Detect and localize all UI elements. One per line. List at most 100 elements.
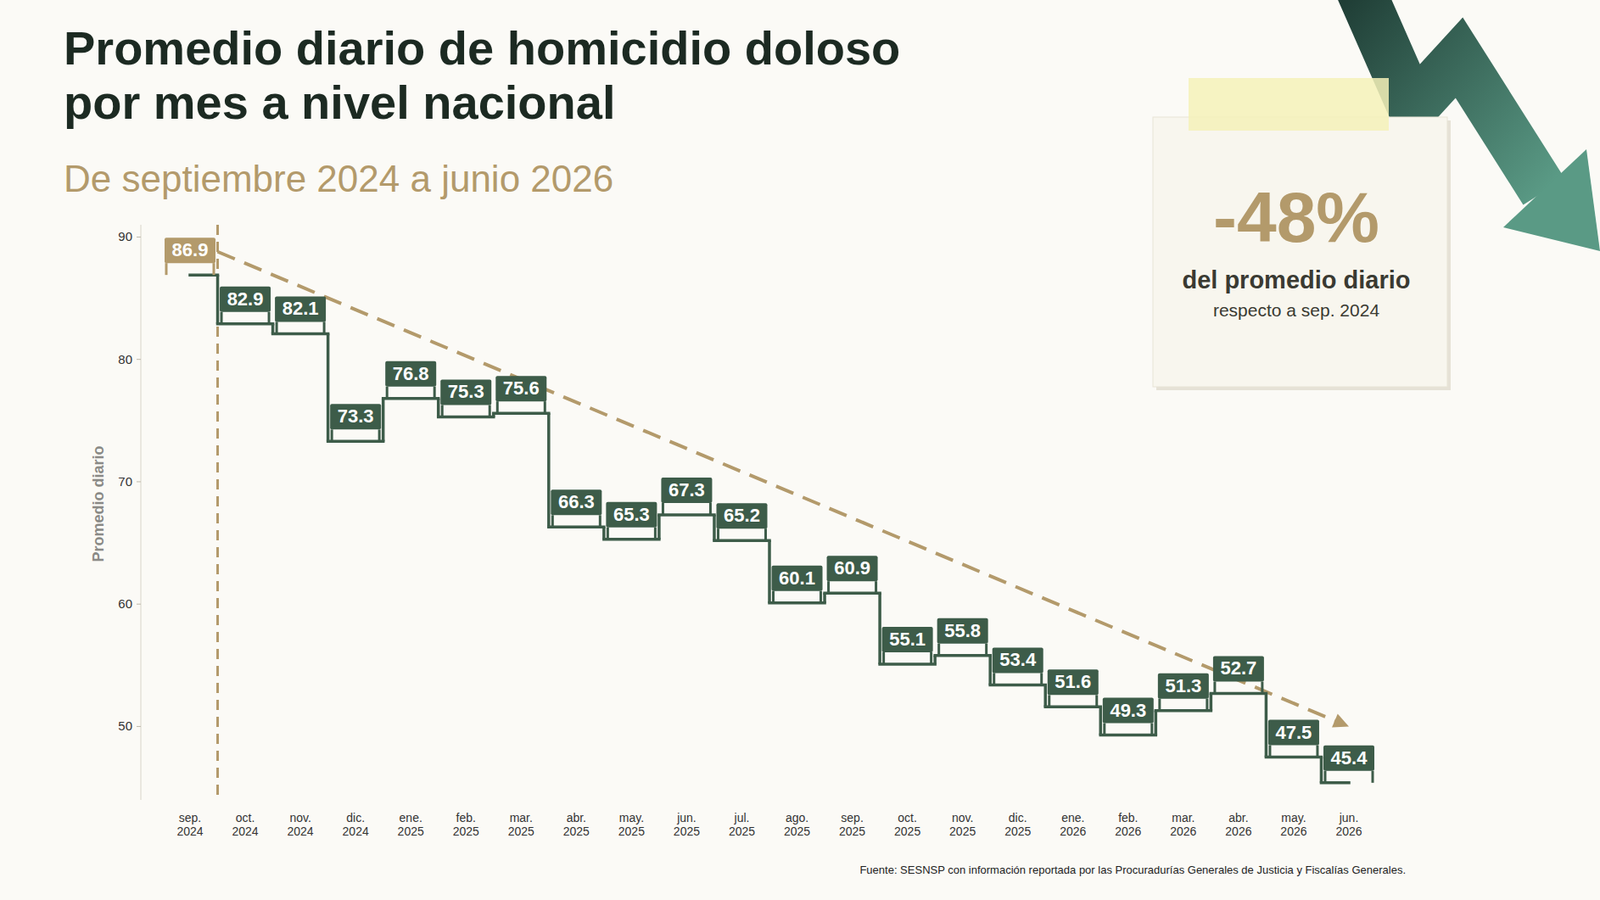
data-label-box (882, 626, 934, 653)
arrow-head (1503, 149, 1600, 252)
x-tick-label-line: abr. (1228, 811, 1248, 825)
x-tick-label: nov.2025 (949, 811, 976, 839)
step-segment (824, 591, 880, 595)
step-riser (1154, 710, 1159, 736)
x-tick-label-line: 2024 (231, 824, 258, 839)
x-tick-label: jun.2026 (1335, 811, 1362, 839)
x-tick-label: sep.2024 (176, 811, 203, 839)
data-label-stem (984, 643, 988, 656)
step-segment (1265, 755, 1321, 760)
data-labels: 86.982.982.173.376.875.375.666.365.367.3… (164, 237, 1375, 784)
step-riser (436, 398, 441, 418)
x-tick-label: jun.2025 (673, 811, 700, 839)
step-riser (547, 413, 551, 527)
x-tick-label-line: dic. (1008, 811, 1028, 825)
x-tick-label-line: feb. (1118, 811, 1138, 825)
x-tick-label: feb.2026 (1114, 811, 1142, 839)
x-tick-label: sep.2025 (839, 811, 866, 839)
step-riser (988, 655, 992, 686)
y-axis-title: Promedio diario (89, 445, 107, 562)
page: {"chart_data": { "type": "line", "line_s… (0, 0, 1600, 900)
x-tick-label: dic.2025 (1004, 811, 1031, 839)
x-tick-label-line: nov. (951, 811, 974, 825)
x-tick-label: may.2026 (1280, 811, 1307, 839)
data-label: 52.7 (1219, 657, 1257, 679)
data-label-stem (1095, 694, 1098, 707)
data-label: 66.3 (558, 491, 595, 513)
x-tick-label-line: 2025 (839, 824, 866, 839)
background (0, 0, 1600, 900)
y-tick-label: 50 (117, 718, 133, 733)
data-label-stem (661, 503, 665, 515)
data-label-stem (433, 386, 437, 399)
data-label-box (274, 296, 326, 322)
data-label-stem (882, 652, 885, 665)
x-tick-label-line: 2024 (342, 824, 370, 839)
step-segment (328, 440, 384, 444)
step-riser (1320, 757, 1324, 784)
data-label-stem (488, 404, 492, 417)
x-tick-label-line: ene. (1061, 811, 1085, 825)
data-label-stem (1040, 672, 1043, 685)
y-tick-label: 80 (117, 352, 133, 367)
data-label: 60.1 (778, 567, 816, 589)
data-label-stem (654, 527, 657, 540)
x-tick-label-line: 2024 (176, 824, 203, 839)
data-label-stem (386, 386, 389, 399)
y-tick (136, 726, 141, 728)
data-label-stem (496, 401, 499, 414)
x-tick-label-line: 2024 (287, 824, 314, 839)
x-tick-label: mar.2025 (508, 811, 535, 839)
x-tick-label: jul.2025 (728, 811, 756, 839)
x-tick-label-line: jul. (733, 811, 750, 825)
x-tick-label-line: nov. (289, 811, 311, 825)
step-segment (383, 397, 439, 401)
data-label-box (1047, 669, 1099, 695)
x-tick-label-line: 2025 (894, 824, 921, 839)
data-label: 55.8 (944, 620, 981, 642)
data-label-stem (275, 321, 279, 334)
title-line: Promedio diario de homicidio doloso (63, 21, 901, 75)
data-label-stem (929, 652, 933, 665)
step-riser (1099, 706, 1103, 735)
x-tick-label-line: abr. (566, 811, 587, 825)
data-label-box (164, 237, 216, 263)
x-tick-label: oct.2025 (894, 811, 921, 839)
data-label: 47.5 (1275, 721, 1313, 744)
card (1152, 117, 1448, 387)
data-label-stem (1150, 723, 1153, 736)
x-tick-label: abr.2025 (563, 811, 590, 839)
annotation-subtext: respecto a sep. 2024 (1213, 300, 1380, 320)
data-label-stem (1324, 771, 1327, 784)
data-label-box (1213, 655, 1265, 682)
data-label-stem (716, 528, 720, 541)
data-label-stem (165, 262, 168, 275)
data-label-stem (937, 643, 940, 656)
data-label: 65.2 (723, 504, 761, 526)
data-label-stem (220, 312, 224, 325)
x-tick-label-line: 2026 (1059, 824, 1086, 839)
x-tick-label-line: 2026 (1114, 824, 1142, 839)
data-label: 86.9 (172, 239, 209, 261)
data-label-stem (709, 503, 712, 515)
step-riser (712, 514, 717, 541)
data-label: 76.8 (392, 363, 430, 385)
step-segment (1210, 692, 1266, 696)
data-label-stem (992, 672, 996, 685)
x-tick-label-line: ago. (785, 811, 809, 825)
data-label-stem (323, 321, 326, 334)
x-tick-label-line: sep. (840, 811, 863, 825)
data-label-box (495, 375, 547, 402)
subtitle: De septiembre 2024 a junio 2026 (63, 157, 614, 200)
data-label-stem (330, 429, 334, 442)
x-tick-label-line: ene. (399, 811, 423, 825)
x-tick-label-line: 2026 (1225, 824, 1252, 839)
data-label-box (992, 647, 1044, 673)
data-label: 45.4 (1331, 747, 1369, 769)
step-segment (714, 538, 770, 543)
step-riser (381, 398, 386, 442)
data-label-stem (598, 514, 602, 527)
step-segment (1045, 705, 1101, 710)
data-label-stem (1260, 681, 1264, 694)
step-segment (273, 332, 329, 336)
